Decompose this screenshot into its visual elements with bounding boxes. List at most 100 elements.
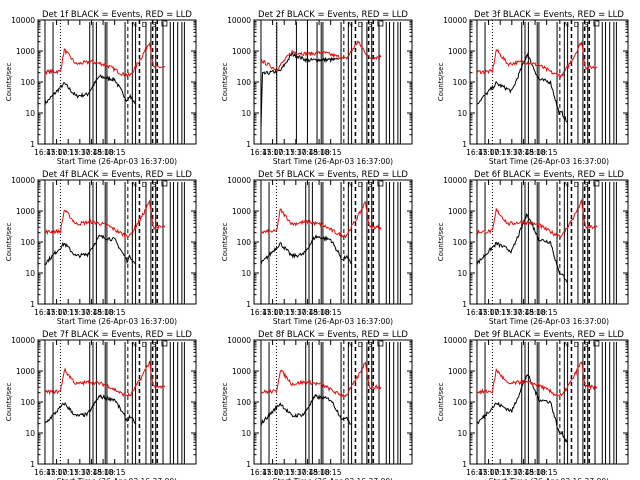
y-tick-label: 1 <box>462 300 467 309</box>
x-tick-label: 17:00 <box>478 468 500 477</box>
y-axis-label: Counts/sec <box>437 63 445 102</box>
lld-series-line <box>260 201 382 239</box>
panel-title: Det 8f BLACK = Events, RED = LLD <box>258 330 408 340</box>
x-tick-label: 17:30 <box>69 468 91 477</box>
x-tick-label: 17:30 <box>501 308 523 317</box>
x-tick-label: 18:00 <box>524 468 546 477</box>
lld-series-line <box>44 360 166 398</box>
marker-box <box>377 180 384 187</box>
x-tick-label: 17:45 <box>81 148 103 157</box>
y-tick-label: 1000 <box>448 47 467 56</box>
y-tick-label: 10000 <box>443 176 467 185</box>
y-tick-label: 1 <box>30 460 35 469</box>
marker-label: N <box>132 21 137 29</box>
marker-box <box>161 340 168 347</box>
y-axis-label: Counts/sec <box>5 63 13 102</box>
y-tick-label: 1 <box>30 140 35 149</box>
marker-label: S <box>584 341 589 349</box>
x-tick-label: 18:00 <box>524 148 546 157</box>
x-tick-label: 18:15 <box>536 148 558 157</box>
x-tick-label: 17:45 <box>297 148 319 157</box>
marker-label: S <box>368 181 373 189</box>
x-tick-label: 18:15 <box>104 308 126 317</box>
marker-label: S <box>584 181 589 189</box>
x-axis-label: Start Time (26-Apr-03 16:37:00) <box>489 477 609 480</box>
events-series-line <box>44 234 136 266</box>
x-tick-label: 18:00 <box>308 308 330 317</box>
x-tick-label: 17:45 <box>81 468 103 477</box>
x-tick-label: 17:15 <box>57 148 79 157</box>
y-tick-label: 10000 <box>11 176 35 185</box>
y-tick-label: 100 <box>21 398 36 407</box>
x-tick-label: 17:00 <box>262 468 284 477</box>
y-tick-label: 1 <box>246 140 251 149</box>
x-tick-label: 17:30 <box>285 308 307 317</box>
marker-box <box>593 180 600 187</box>
x-tick-label: 16:45 <box>466 468 488 477</box>
x-tick-label: 17:45 <box>297 308 319 317</box>
y-tick-label: 100 <box>237 238 252 247</box>
marker-box <box>593 340 600 347</box>
x-axis-label: Start Time (26-Apr-03 16:37:00) <box>57 317 177 326</box>
plot-frame <box>253 19 413 145</box>
lld-series-line <box>476 361 598 397</box>
x-tick-label: 17:30 <box>285 148 307 157</box>
y-tick-label: 1 <box>462 140 467 149</box>
marker-label: N <box>348 341 353 349</box>
x-tick-label: 18:00 <box>308 148 330 157</box>
marker-label: S <box>368 341 373 349</box>
marker-label: D <box>142 181 147 189</box>
y-tick-label: 1 <box>246 460 251 469</box>
x-tick-label: 17:00 <box>262 148 284 157</box>
plot-frame <box>469 179 629 305</box>
y-axis-label: Counts/sec <box>221 63 229 102</box>
marker-label: N <box>564 181 569 189</box>
x-tick-label: 17:45 <box>297 468 319 477</box>
y-tick-label: 1000 <box>16 207 35 216</box>
panel-title: Det 2f BLACK = Events, RED = LLD <box>258 10 408 20</box>
x-tick-label: 17:00 <box>478 308 500 317</box>
y-tick-label: 10000 <box>11 336 35 345</box>
marker-label: S <box>152 181 157 189</box>
x-tick-label: 18:15 <box>320 308 342 317</box>
y-tick-label: 10 <box>25 429 35 438</box>
events-series-line <box>260 234 352 265</box>
marker-box <box>593 20 600 27</box>
x-tick-label: 16:45 <box>250 308 272 317</box>
plot-frame <box>37 19 197 145</box>
x-tick-label: 16:45 <box>466 308 488 317</box>
y-tick-label: 10000 <box>227 336 251 345</box>
marker-label: D <box>142 341 147 349</box>
lld-series-line <box>476 198 598 238</box>
marker-label: D <box>358 21 363 29</box>
y-axis-label: Counts/sec <box>5 383 13 422</box>
panel-title: Det 1f BLACK = Events, RED = LLD <box>42 10 192 20</box>
y-axis-label: Counts/sec <box>5 223 13 262</box>
marker-label: N <box>348 21 353 29</box>
x-axis-label: Start Time (26-Apr-03 16:37:00) <box>489 317 609 326</box>
panel-title: Det 5f BLACK = Events, RED = LLD <box>258 170 408 180</box>
y-tick-label: 1000 <box>448 367 467 376</box>
y-tick-label: 10 <box>25 109 35 118</box>
y-tick-label: 10000 <box>443 16 467 25</box>
x-tick-label: 18:15 <box>320 148 342 157</box>
x-tick-label: 17:30 <box>501 468 523 477</box>
x-tick-label: 17:15 <box>489 468 511 477</box>
x-tick-label: 16:45 <box>34 468 56 477</box>
y-tick-label: 10000 <box>227 176 251 185</box>
x-tick-label: 17:00 <box>46 148 68 157</box>
x-tick-label: 18:15 <box>536 468 558 477</box>
marker-box <box>161 20 168 27</box>
x-tick-label: 17:45 <box>513 308 535 317</box>
x-tick-label: 18:00 <box>92 148 114 157</box>
lld-series-line <box>260 39 382 72</box>
y-axis-label: Counts/sec <box>221 223 229 262</box>
y-tick-label: 1000 <box>232 47 251 56</box>
lld-series-line <box>476 41 598 79</box>
marker-label: S <box>368 21 373 29</box>
marker-label: D <box>574 21 579 29</box>
